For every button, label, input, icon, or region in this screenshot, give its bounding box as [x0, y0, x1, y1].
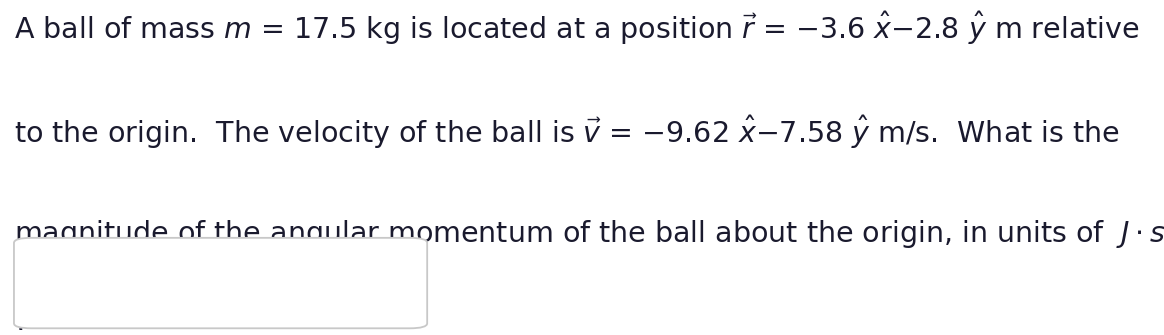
- Text: to the origin.  The velocity of the ball is $\vec{v}$ = −9.62 $\hat{x}$−7.58 $\h: to the origin. The velocity of the ball …: [14, 114, 1120, 151]
- Text: magnitude of the angular momentum of the ball about the origin, in units of  $J : magnitude of the angular momentum of the…: [14, 218, 1164, 250]
- Text: ?: ?: [14, 308, 29, 335]
- FancyBboxPatch shape: [14, 238, 427, 328]
- Text: A ball of mass $m$ = 17.5 kg is located at a position $\vec{r}$ = −3.6 $\hat{x}$: A ball of mass $m$ = 17.5 kg is located …: [14, 10, 1140, 47]
